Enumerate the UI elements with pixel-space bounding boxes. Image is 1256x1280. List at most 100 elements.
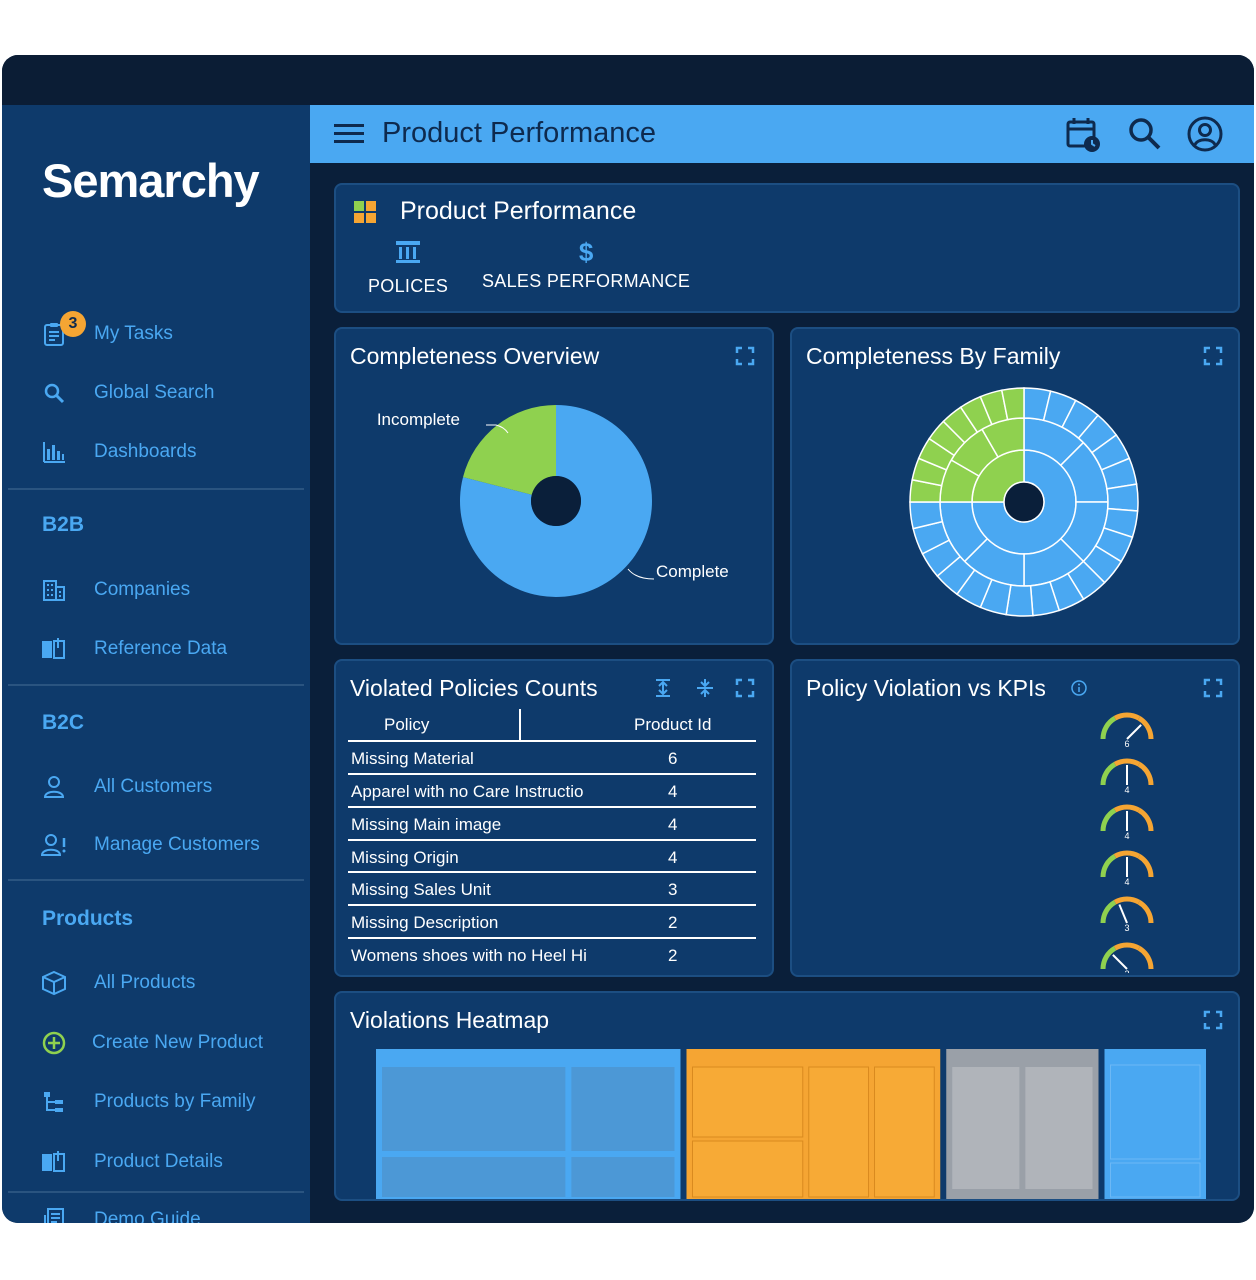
gauge-band — [1113, 712, 1141, 721]
section-title-products: Products — [42, 907, 134, 930]
sidebar-item-demo-guide[interactable]: Demo Guide — [2, 1197, 310, 1223]
sidebar-item-my-tasks[interactable]: 3 My Tasks — [2, 311, 310, 357]
tab-polices[interactable]: POLICES — [368, 239, 448, 297]
app-window: Semarchy 3 My Tasks Global Search Dashbo… — [2, 55, 1254, 1223]
calendar-clock-icon[interactable] — [1064, 115, 1102, 153]
policy-cell: Missing Material — [351, 749, 474, 768]
gauge-band — [1137, 900, 1154, 924]
gauge-value: 4 — [1124, 785, 1129, 795]
tab-sales-performance[interactable]: $ SALES PERFORMANCE — [482, 239, 690, 292]
sidebar-item-create-new-product[interactable]: Create New Product — [2, 1020, 310, 1066]
treemap-cell[interactable] — [874, 1066, 935, 1198]
collapse-vertical-icon[interactable] — [694, 677, 716, 699]
completeness-overview-panel: Completeness Overview Complete Incomplete — [334, 327, 774, 645]
kpi-gauge[interactable]: 4 — [1100, 804, 1154, 841]
sidebar-item-label: Manage Customers — [94, 834, 260, 855]
panel-title: Policy Violation vs KPIs — [806, 675, 1046, 701]
gauge-band — [1137, 854, 1154, 878]
kpi-gauge[interactable]: 4 — [1100, 850, 1154, 887]
expand-vertical-icon[interactable] — [652, 677, 674, 699]
table-row[interactable]: Apparel with no Care Instructio 4 — [348, 773, 756, 806]
sidebar-item-manage-customers[interactable]: Manage Customers — [2, 822, 310, 868]
dashboard-icon — [40, 438, 68, 466]
plus-circle-icon — [40, 1029, 68, 1057]
building-icon — [40, 576, 68, 604]
treemap-cell[interactable] — [952, 1067, 1020, 1189]
kpi-gauge[interactable]: 6 — [1100, 712, 1154, 749]
treemap-group[interactable] — [376, 1049, 681, 1199]
expand-icon[interactable] — [734, 345, 756, 367]
sunburst-hole — [1003, 481, 1045, 523]
gauge-band — [1113, 896, 1141, 905]
treemap-cell[interactable] — [692, 1140, 804, 1198]
sidebar-item-companies[interactable]: Companies — [2, 567, 310, 613]
table-row[interactable]: Missing Main image 4 — [348, 806, 756, 839]
column-header-policy[interactable]: Policy — [384, 715, 430, 734]
treemap-group[interactable] — [946, 1049, 1099, 1199]
kpi-gauge[interactable]: 2 — [1100, 942, 1154, 973]
sidebar: Semarchy 3 My Tasks Global Search Dashbo… — [2, 105, 310, 1223]
treemap-cell[interactable] — [808, 1066, 870, 1198]
section-title-b2c: B2C — [42, 711, 85, 734]
gauge-value: 3 — [1124, 923, 1129, 933]
info-icon[interactable] — [1070, 679, 1088, 697]
column-header-product-id[interactable]: Product Id — [634, 715, 712, 734]
menu-icon[interactable] — [332, 119, 366, 149]
treemap-group[interactable] — [1104, 1049, 1207, 1199]
gauge-band — [1100, 854, 1117, 878]
treemap-group[interactable] — [686, 1049, 941, 1199]
treemap-cell[interactable] — [571, 1067, 675, 1151]
expand-icon[interactable] — [1202, 677, 1224, 699]
sidebar-item-all-products[interactable]: All Products — [2, 960, 310, 1006]
gauge-band — [1137, 716, 1154, 740]
gauge-band — [1113, 942, 1141, 951]
sidebar-item-products-by-family[interactable]: Products by Family — [2, 1079, 310, 1125]
policy-cell: Missing Sales Unit — [351, 880, 491, 899]
sidebar-item-dashboards[interactable]: Dashboards — [2, 429, 310, 475]
treemap-cell[interactable] — [571, 1157, 675, 1197]
treemap-cell[interactable] — [382, 1157, 566, 1197]
kpi-gauge[interactable]: 4 — [1100, 758, 1154, 795]
treemap-cell[interactable] — [692, 1066, 804, 1138]
sidebar-item-reference-data[interactable]: Reference Data — [2, 626, 310, 672]
table-row[interactable]: Missing Sales Unit 3 — [348, 871, 756, 904]
sidebar-item-label: Demo Guide — [94, 1209, 201, 1223]
panel-title: Completeness Overview — [350, 343, 600, 369]
app-header: Product Performance — [310, 105, 1254, 163]
kpi-gauge[interactable]: 3 — [1100, 896, 1154, 933]
treemap-cell[interactable] — [1110, 1064, 1201, 1160]
treemap-cell[interactable] — [1110, 1162, 1201, 1198]
table-row[interactable]: Missing Material 6 — [348, 740, 756, 773]
table-row[interactable]: Womens shoes with no Heel Hi 2 — [348, 937, 756, 970]
completeness-by-family-panel: Completeness By Family — [790, 327, 1240, 645]
sidebar-item-all-customers[interactable]: All Customers — [2, 764, 310, 810]
book-icon — [40, 1148, 68, 1176]
sidebar-item-label: Global Search — [94, 382, 215, 403]
treemap-cell[interactable] — [1025, 1067, 1093, 1189]
gauge-band — [1100, 808, 1117, 832]
table-row[interactable]: Missing Origin 4 — [348, 839, 756, 872]
expand-icon[interactable] — [734, 677, 756, 699]
sunburst-segment[interactable] — [1106, 483, 1139, 512]
pie-slice-incomplete[interactable] — [463, 405, 556, 495]
sunburst-segment[interactable] — [1000, 387, 1025, 421]
semarchy-logo[interactable]: Semarchy — [42, 154, 260, 207]
gauge-band — [1113, 850, 1141, 859]
expand-icon[interactable] — [1202, 1009, 1224, 1031]
completeness-pie-chart: Complete Incomplete — [377, 405, 729, 597]
treemap-cell[interactable] — [382, 1067, 566, 1151]
sidebar-item-global-search[interactable]: Global Search — [2, 370, 310, 416]
sidebar-item-label: Create New Product — [92, 1032, 264, 1053]
pie-slice-complete[interactable] — [460, 405, 652, 597]
table-row[interactable]: Missing Description 2 — [348, 904, 756, 937]
search-icon[interactable] — [1126, 115, 1164, 153]
account-icon[interactable] — [1186, 115, 1224, 153]
main-content: Product Performance POLICES $ SALES PERF… — [310, 163, 1254, 1223]
expand-icon[interactable] — [1202, 345, 1224, 367]
gauge-needle — [1126, 724, 1142, 740]
gauge-band — [1137, 762, 1154, 786]
sidebar-item-product-details[interactable]: Product Details — [2, 1139, 310, 1185]
book-icon — [40, 635, 68, 663]
column-divider — [519, 709, 521, 741]
sidebar-item-label: Reference Data — [94, 638, 228, 659]
